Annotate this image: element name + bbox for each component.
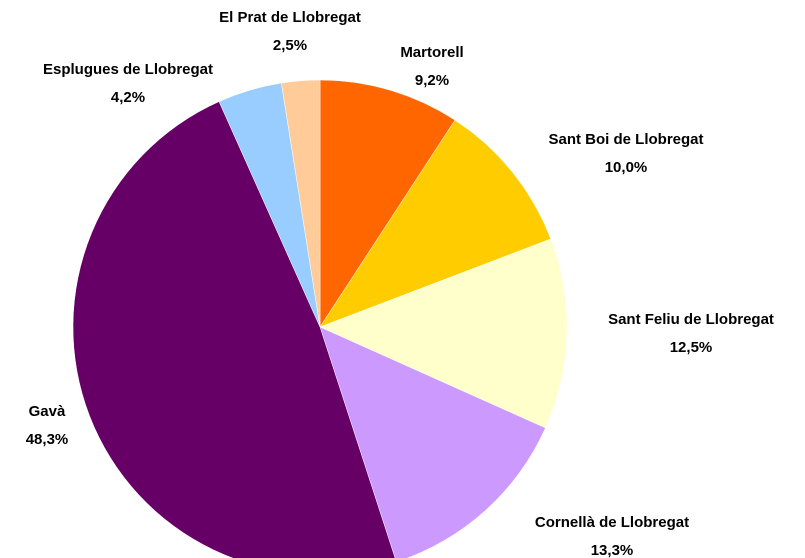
pie-slice bbox=[319, 119, 552, 328]
slice-label: Sant Boi de Llobregat bbox=[548, 131, 703, 148]
slice-label: Cornellà de Llobregat bbox=[535, 514, 689, 531]
slice-label: Martorell bbox=[400, 44, 463, 61]
pie-slice bbox=[281, 79, 321, 328]
pie-slice bbox=[319, 238, 568, 429]
pie-slice bbox=[72, 101, 396, 558]
slice-label: El Prat de Llobregat bbox=[219, 9, 361, 26]
slice-label: Sant Feliu de Llobregat bbox=[608, 311, 774, 328]
slice-value-label: 9,2% bbox=[415, 72, 449, 89]
slice-value-label: 48,3% bbox=[26, 431, 69, 448]
slice-value-label: 12,5% bbox=[670, 339, 713, 356]
slice-label: Esplugues de Llobregat bbox=[43, 61, 213, 78]
pie-slice bbox=[319, 79, 456, 328]
slice-value-label: 10,0% bbox=[605, 159, 648, 176]
slice-label: Gavà bbox=[29, 403, 66, 420]
slice-value-label: 4,2% bbox=[111, 89, 145, 106]
slice-value-label: 2,5% bbox=[273, 37, 307, 54]
slice-value-label: 13,3% bbox=[591, 542, 634, 558]
